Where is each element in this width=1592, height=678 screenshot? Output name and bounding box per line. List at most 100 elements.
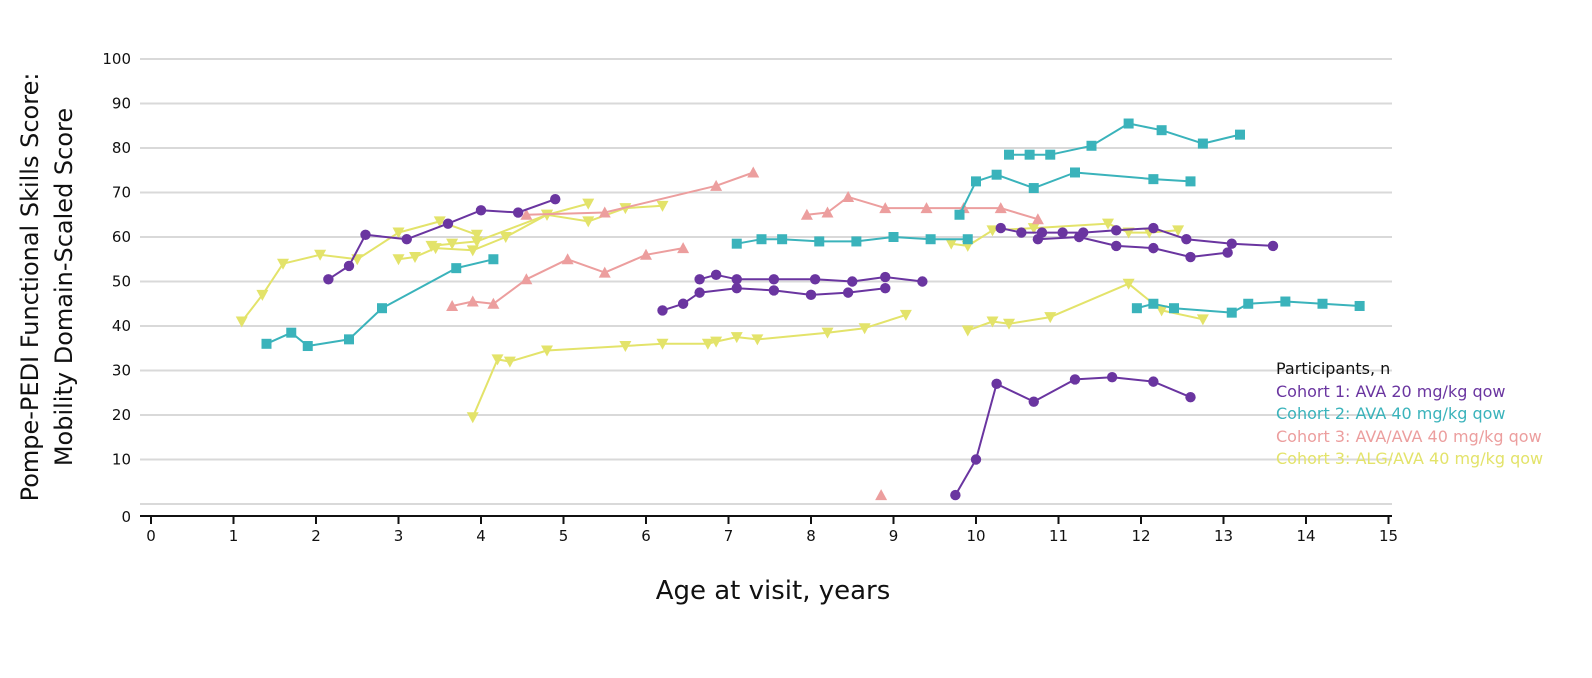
data-point-triangle-down — [710, 336, 723, 348]
data-point-circle — [847, 276, 858, 287]
y-tick-label: 70 — [112, 184, 131, 202]
data-point-circle — [1073, 231, 1085, 243]
data-point-triangle-down — [1003, 318, 1015, 330]
data-point-triangle-up — [640, 248, 652, 260]
data-point-square — [261, 338, 272, 349]
data-point-square — [1131, 303, 1142, 314]
data-point-triangle-down — [619, 341, 632, 353]
series-cohort-4-participant-18 — [466, 309, 912, 424]
y-tick-label: 90 — [112, 95, 131, 113]
data-point-triangle-down — [751, 334, 764, 346]
y-tick-label: 60 — [112, 228, 131, 246]
series-cohort-2-participant-9 — [1004, 118, 1245, 160]
legend-item-cohort-3-ava-ava: Cohort 3: AVA/AVA 40 mg/kg qow — [1276, 427, 1542, 446]
data-point-square — [971, 176, 981, 187]
data-point-circle — [1226, 238, 1237, 249]
y-tick-label: 10 — [112, 451, 131, 469]
data-point-circle — [731, 274, 742, 285]
data-point-circle — [809, 274, 821, 285]
series-line — [451, 247, 684, 307]
data-point-circle — [360, 229, 371, 240]
y-axis-title-line-1: Pompe-PEDI Functional Skills Score: — [16, 73, 44, 502]
data-point-triangle-up — [677, 242, 690, 254]
data-point-square — [1235, 129, 1245, 140]
legend: Participants, n Cohort 1: AVA 20 mg/kg q… — [1276, 359, 1543, 468]
data-point-triangle-down — [701, 338, 714, 350]
series-cohort-1-participant-1 — [657, 282, 891, 316]
data-point-circle — [694, 287, 705, 298]
data-point-triangle-up — [520, 208, 533, 220]
data-point-triangle-up — [800, 208, 813, 220]
x-tick-label: 14 — [1296, 527, 1315, 545]
series-cohort-3-participant-11 — [446, 242, 690, 311]
data-point-circle — [677, 298, 689, 309]
data-point-triangle-down — [503, 356, 516, 368]
series-cohort-3-participant-13 — [800, 190, 1044, 225]
data-point-square — [756, 234, 767, 245]
data-point-triangle-up — [598, 206, 611, 218]
data-point-square — [1317, 298, 1328, 309]
data-point-square — [1028, 183, 1039, 194]
data-point-triangle-down — [986, 316, 999, 328]
data-point-triangle-down — [821, 327, 834, 339]
data-point-triangle-down — [314, 249, 327, 261]
x-tick-label: 15 — [1379, 527, 1398, 545]
x-tick-label: 2 — [311, 527, 321, 545]
series-line — [241, 220, 478, 323]
data-point-circle — [1032, 234, 1044, 245]
data-point-square — [1004, 149, 1014, 160]
data-point-triangle-down — [409, 252, 421, 264]
data-point-triangle-down — [466, 245, 479, 257]
data-point-triangle-up — [487, 297, 500, 309]
data-point-circle — [1148, 242, 1159, 254]
data-point-circle — [323, 274, 334, 285]
series-line — [954, 376, 1191, 496]
data-point-circle — [550, 193, 561, 205]
data-point-circle — [1222, 247, 1233, 258]
x-tick-label: 3 — [394, 527, 404, 545]
data-point-triangle-up — [520, 273, 533, 285]
x-tick-label: 8 — [806, 527, 816, 545]
data-point-square — [1148, 298, 1159, 309]
data-point-square — [451, 263, 462, 274]
data-point-circle — [1181, 234, 1192, 245]
series-cohort-4-participant-15 — [235, 216, 483, 328]
data-point-triangle-down — [1155, 305, 1168, 317]
series-cohort-1-participant-2 — [694, 269, 928, 287]
series-line — [526, 171, 754, 216]
legend-item-cohort-2-ava-40: Cohort 2: AVA 40 mg/kg qow — [1276, 404, 1505, 423]
legend-item-cohort-3-alg-ava: Cohort 3: ALG/AVA 40 mg/kg qow — [1276, 449, 1543, 468]
series-cohort-1-participant-4 — [1032, 231, 1233, 263]
data-point-square — [1070, 167, 1080, 178]
data-point-circle — [1185, 392, 1196, 403]
data-point-triangle-down — [1027, 223, 1040, 235]
data-point-triangle-up — [875, 489, 888, 501]
data-point-square — [1243, 298, 1254, 309]
data-point-triangle-down — [256, 289, 269, 301]
data-point-square — [991, 169, 1002, 180]
x-tick-label: 1 — [229, 527, 239, 545]
data-point-triangle-down — [541, 345, 553, 357]
data-point-triangle-up — [747, 166, 760, 178]
y-tick-label: 40 — [112, 317, 131, 335]
data-point-circle — [657, 305, 668, 316]
data-point-square — [1045, 149, 1056, 160]
data-point-triangle-down — [945, 238, 958, 250]
data-point-triangle-down — [541, 209, 553, 221]
data-point-square — [731, 238, 742, 249]
data-point-circle — [1106, 371, 1118, 383]
legend-title: Participants, n — [1276, 359, 1390, 378]
data-point-square — [286, 327, 297, 338]
data-point-triangle-up — [994, 202, 1007, 214]
data-point-triangle-up — [1031, 213, 1044, 225]
y-tick-label: 20 — [112, 406, 131, 424]
data-point-triangle-down — [1122, 278, 1135, 290]
data-point-square — [1226, 307, 1237, 318]
data-point-square — [962, 234, 973, 245]
x-tick-label: 9 — [889, 527, 899, 545]
x-tick-label: 5 — [559, 527, 569, 545]
data-point-circle — [1028, 396, 1039, 407]
data-point-triangle-down — [1044, 312, 1057, 324]
series-cohort-3-participant-12 — [520, 166, 760, 220]
